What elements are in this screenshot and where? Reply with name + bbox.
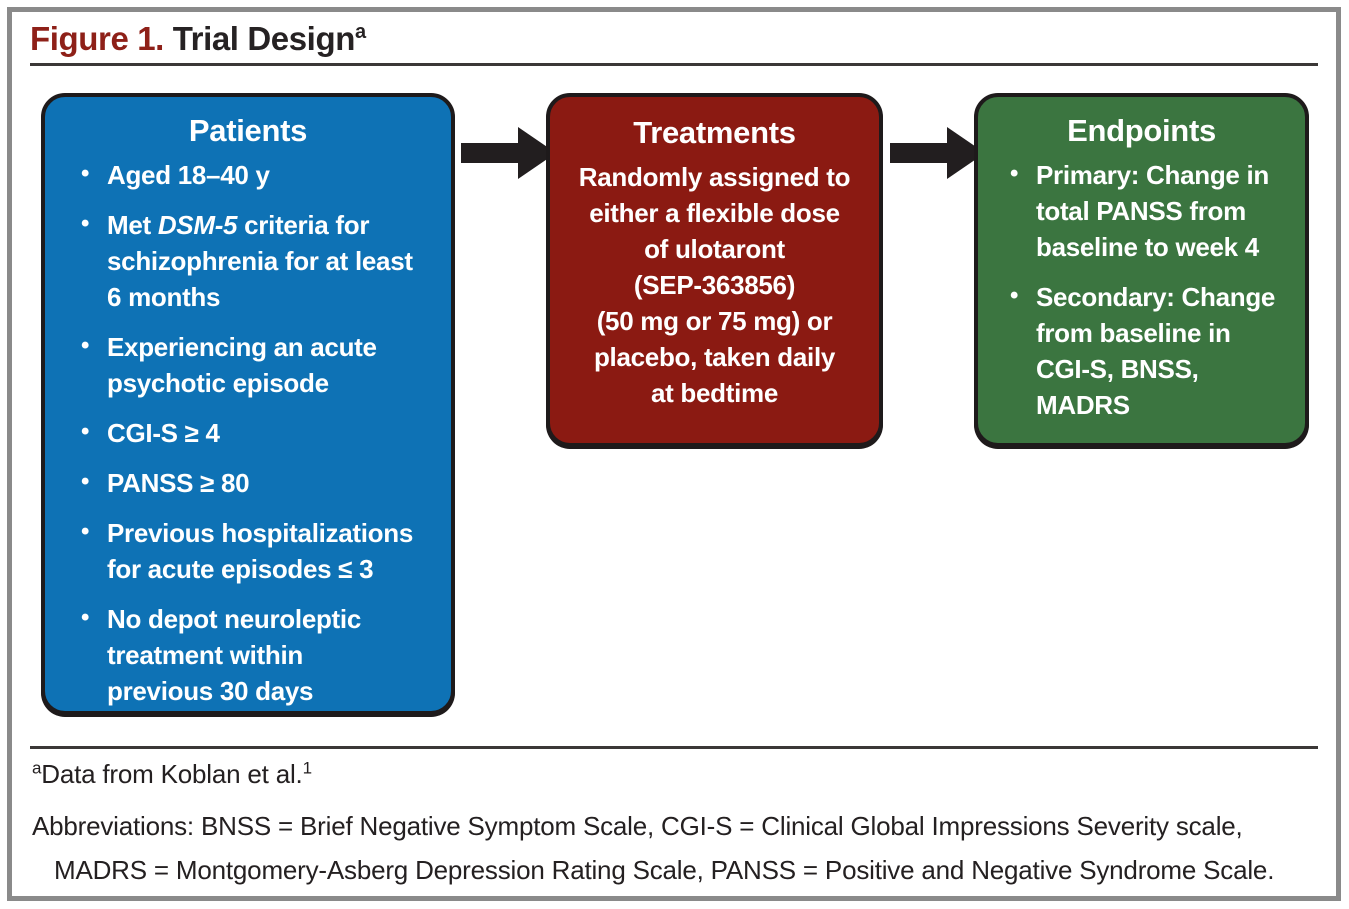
right-arrow-icon — [890, 127, 985, 179]
treatments-box-body: Randomly assigned to either a flexible d… — [578, 162, 851, 408]
endpoints-box: Endpoints Primary: Change in total PANSS… — [974, 93, 1309, 447]
right-arrow-icon — [461, 127, 556, 179]
footnote-divider — [30, 746, 1318, 749]
bullet-item: Primary: Change in total PANSS from base… — [1008, 156, 1293, 265]
bullet-item: PANSS ≥ 80 — [79, 464, 435, 501]
bullet-item: Previous hospitalizations for acute epis… — [79, 514, 435, 587]
endpoints-box-title: Endpoints — [1067, 113, 1216, 148]
footnote-text: Data from Koblan et al. — [41, 759, 303, 789]
footnote-data-source: aData from Koblan et al.1 — [32, 759, 1316, 790]
treatments-box: Treatments Randomly assigned to either a… — [546, 93, 883, 447]
patients-box-title: Patients — [188, 113, 308, 148]
abbreviations-line-2: MADRS = Montgomery-Asberg Depression Rat… — [54, 855, 1275, 885]
patients-bullet-list: Aged 18–40 y Met DSM-5 criteria for schiz… — [61, 156, 435, 709]
patients-box: Patients Aged 18–40 y Met DSM-5 criteria … — [41, 93, 455, 715]
bullet-item: Aged 18–40 y — [79, 156, 435, 193]
bullet-item: Met DSM-5 criteria for schizophrenia for… — [79, 206, 435, 315]
treatments-box-title: Treatments — [633, 115, 796, 150]
endpoints-bullet-list: Primary: Change in total PANSS from base… — [990, 156, 1293, 423]
bullet-item: CGI-S ≥ 4 — [79, 414, 435, 451]
figure-frame: Figure 1. Trial Designa Patients Aged 18… — [7, 7, 1341, 901]
footnote-abbreviations: Abbreviations: BNSS = Brief Negative Sym… — [32, 804, 1316, 892]
footnote-reference-number: 1 — [302, 758, 312, 778]
figure-label: Figure 1. — [30, 20, 164, 57]
figure-title-superscript: a — [354, 21, 366, 43]
footnote-marker: a — [32, 758, 42, 778]
figure-title-text: Trial Design — [163, 20, 356, 57]
title-divider — [30, 63, 1318, 66]
figure-title: Figure 1. Trial Designa — [30, 20, 366, 58]
bullet-item: No depot neuroleptic treatment within pr… — [79, 600, 435, 709]
abbreviations-line-1: Abbreviations: BNSS = Brief Negative Sym… — [32, 811, 1243, 841]
bullet-item: Experiencing an acute psychotic episode — [79, 328, 435, 401]
bullet-item: Secondary: Change from baseline in CGI-S… — [1008, 278, 1293, 423]
